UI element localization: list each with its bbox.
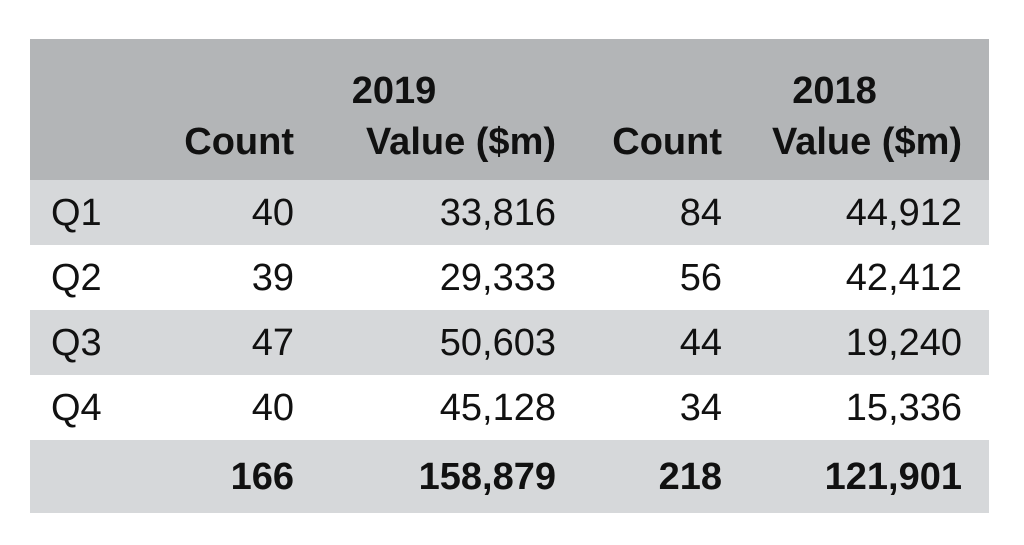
row-label-q2: Q2 — [51, 256, 102, 299]
cell-value-2019: 33,816 — [439, 191, 557, 234]
total-label — [30, 440, 128, 513]
cell-count-2018: 34 — [679, 386, 723, 429]
quarterly-data-table: 2019 2018 Count Value ($m) Count Value (… — [30, 39, 990, 513]
cell-count-2018: 44 — [679, 321, 723, 364]
total-value-2018: 121,901 — [824, 455, 963, 498]
cell-count-2019: 39 — [251, 256, 294, 299]
year-header-2019: 2019 — [351, 70, 437, 112]
cell-value-2018: 44,912 — [845, 191, 963, 234]
table-body: Q1 40 33,816 84 44,912 Q2 39 29,333 56 4… — [30, 180, 990, 440]
cell-value-2019: 29,333 — [439, 256, 557, 299]
total-row: 166 158,879 218 121,901 — [30, 440, 990, 513]
row-label-q3: Q3 — [51, 321, 102, 364]
table-header: 2019 2018 Count Value ($m) Count Value (… — [30, 39, 990, 180]
total-count-2018: 218 — [658, 455, 723, 498]
table-row: Q2 39 29,333 56 42,412 — [30, 245, 990, 310]
column-header-value-2019: Value ($m) — [365, 121, 557, 163]
table-row: Q1 40 33,816 84 44,912 — [30, 180, 990, 245]
cell-count-2019: 40 — [251, 191, 294, 234]
cell-value-2019: 45,128 — [439, 386, 557, 429]
cell-value-2019: 50,603 — [439, 321, 557, 364]
row-label-q4: Q4 — [51, 386, 102, 429]
cell-count-2019: 47 — [251, 321, 294, 364]
year-header-2018: 2018 — [792, 70, 877, 112]
row-label-q1: Q1 — [51, 191, 102, 234]
table-row: Q4 40 45,128 34 15,336 — [30, 375, 990, 440]
column-header-count-2018: Count — [612, 121, 723, 163]
cell-count-2018: 56 — [679, 256, 723, 299]
table-footer: 166 158,879 218 121,901 — [30, 440, 990, 513]
column-header-row: Count Value ($m) Count Value ($m) — [30, 112, 990, 180]
total-value-2019: 158,879 — [418, 455, 557, 498]
data-table-container: 2019 2018 Count Value ($m) Count Value (… — [30, 39, 990, 513]
cell-value-2018: 19,240 — [845, 321, 963, 364]
cell-count-2018: 84 — [679, 191, 723, 234]
column-header-count-2019: Count — [184, 121, 294, 163]
column-header-blank — [30, 112, 128, 180]
cell-value-2018: 15,336 — [845, 386, 963, 429]
cell-count-2019: 40 — [251, 386, 294, 429]
table-row: Q3 47 50,603 44 19,240 — [30, 310, 990, 375]
total-count-2019: 166 — [230, 455, 294, 498]
year-header-row: 2019 2018 — [30, 39, 990, 112]
column-header-value-2018: Value ($m) — [771, 121, 963, 163]
header-corner-cell — [30, 39, 128, 112]
cell-value-2018: 42,412 — [845, 256, 963, 299]
